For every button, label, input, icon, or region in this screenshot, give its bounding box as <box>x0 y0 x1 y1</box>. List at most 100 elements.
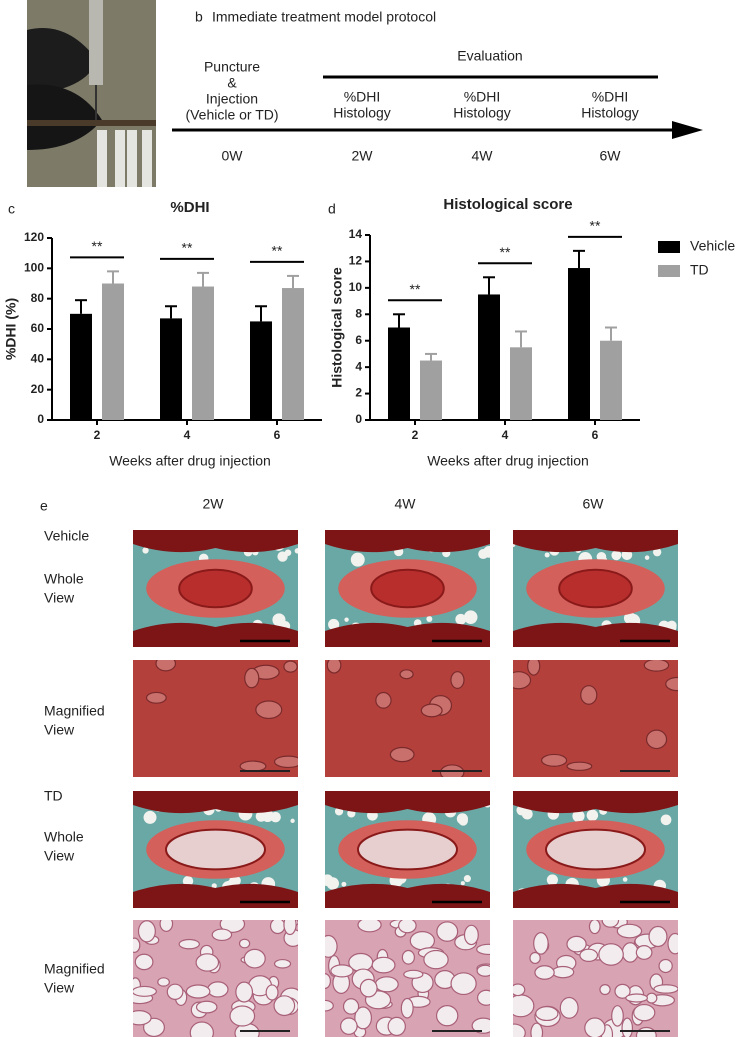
cell <box>436 921 459 942</box>
tissue-spot <box>463 610 478 624</box>
tissue-spot <box>182 875 194 887</box>
cell <box>178 938 200 950</box>
cell <box>551 965 575 979</box>
cell <box>530 1022 544 1037</box>
y-tick-label: 6 <box>355 333 362 347</box>
x-tick-label: 2 <box>412 428 419 442</box>
step-label: & <box>227 75 237 91</box>
histology-image <box>325 791 490 908</box>
cell <box>389 746 415 763</box>
cell <box>159 920 174 932</box>
y-tick-label: 0 <box>37 412 44 426</box>
cell <box>633 1003 656 1022</box>
panel-label: c <box>8 201 15 217</box>
cell <box>325 999 334 1012</box>
tissue-spot <box>456 813 469 825</box>
cell <box>243 948 266 969</box>
histology-image <box>133 530 298 647</box>
disc-core <box>165 828 266 871</box>
endplate <box>133 791 298 814</box>
cell <box>157 977 170 987</box>
tissue-spot <box>426 616 433 623</box>
tissue-spot <box>544 552 550 558</box>
step-label: Injection <box>206 91 258 107</box>
cell <box>387 1016 406 1037</box>
significance-label: ** <box>182 240 193 256</box>
group-label: TD <box>44 788 63 804</box>
histology-image <box>133 920 298 1037</box>
photo-tube <box>127 130 137 187</box>
y-tick-label: 14 <box>349 227 363 241</box>
cell <box>643 660 670 672</box>
cell <box>325 934 338 958</box>
cell <box>325 973 332 989</box>
x-axis-label: Weeks after drug injection <box>427 453 589 469</box>
row-label: Magnified <box>44 703 105 719</box>
step-label: %DHI <box>464 89 501 105</box>
cell <box>648 925 668 948</box>
cell <box>658 958 673 974</box>
cell <box>265 984 279 1001</box>
tissue-spot <box>211 883 217 889</box>
cell <box>420 703 443 718</box>
cell <box>283 660 298 673</box>
y-tick-label: 10 <box>349 280 363 294</box>
cell <box>239 760 267 772</box>
cell <box>273 995 296 1017</box>
cell <box>244 667 260 689</box>
step-time: 0W <box>222 148 244 164</box>
cell <box>513 994 535 1018</box>
bar <box>510 347 532 420</box>
tissue-spot <box>483 545 490 558</box>
cell <box>476 964 490 977</box>
cell <box>142 1017 165 1037</box>
tissue-spot <box>294 548 298 554</box>
cell <box>195 1000 218 1014</box>
evaluation-label: Evaluation <box>457 48 522 64</box>
cell <box>645 729 668 750</box>
tissue-spot <box>572 809 585 823</box>
cell <box>616 923 643 939</box>
y-tick-label: 4 <box>355 359 362 373</box>
protocol-title: Immediate treatment model protocol <box>212 9 436 25</box>
x-tick-label: 6 <box>592 428 599 442</box>
histology-image <box>513 530 678 647</box>
cell <box>207 981 229 998</box>
significance-label: ** <box>272 243 283 259</box>
cell <box>598 943 624 966</box>
row-label: Magnified <box>44 961 105 977</box>
cell <box>137 920 156 943</box>
histology-image <box>133 660 298 777</box>
row-label: Whole <box>44 571 84 587</box>
column-header: 2W <box>203 496 225 512</box>
cell <box>238 938 251 949</box>
photo-tube <box>97 130 107 187</box>
bar <box>192 286 214 420</box>
tissue-spot <box>142 547 149 554</box>
tissue-spot <box>652 547 662 557</box>
tissue-spot <box>272 613 286 627</box>
cell <box>450 671 465 689</box>
cell <box>476 943 490 956</box>
significance-label: ** <box>590 218 601 234</box>
tissue-spot <box>521 808 533 820</box>
cell <box>513 671 532 690</box>
tissue-spot <box>660 814 672 826</box>
y-tick-label: 8 <box>355 306 362 320</box>
cell <box>155 660 177 672</box>
tissue-spot <box>325 874 334 887</box>
cell <box>635 1026 657 1037</box>
tissue-spot <box>284 549 292 556</box>
cell <box>540 753 568 767</box>
cell <box>403 969 424 979</box>
cell <box>283 920 297 936</box>
photo-tube <box>142 130 152 187</box>
histology-image <box>325 530 490 647</box>
cell <box>166 983 184 1000</box>
legend-swatch <box>658 265 680 277</box>
cell <box>330 964 354 978</box>
photo-fur <box>27 28 97 95</box>
cell <box>400 997 414 1019</box>
cell <box>463 924 479 946</box>
